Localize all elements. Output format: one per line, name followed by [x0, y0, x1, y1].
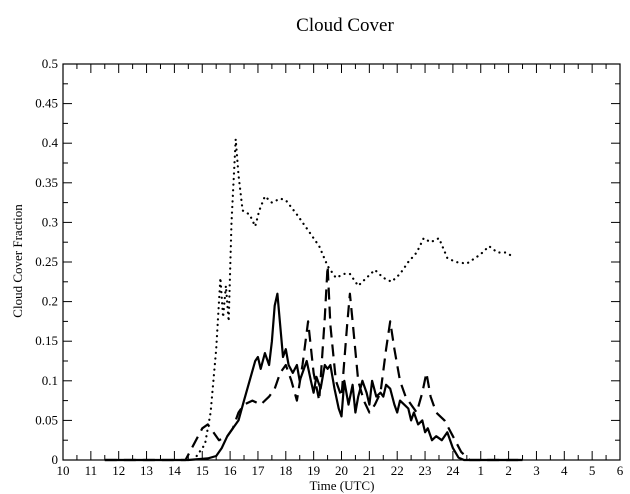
x-tick-label: 1	[478, 463, 485, 478]
y-tick-label: 0.05	[35, 412, 58, 427]
x-tick-label: 21	[363, 463, 376, 478]
y-tick-label: 0.25	[35, 254, 58, 269]
x-tick-label: 2	[505, 463, 512, 478]
x-tick-label: 19	[307, 463, 320, 478]
axis-ticks	[62, 63, 621, 461]
x-tick-label: 24	[446, 463, 460, 478]
x-tick-label: 12	[112, 463, 125, 478]
x-tick-label: 18	[279, 463, 292, 478]
y-tick-label: 0.35	[35, 175, 58, 190]
x-tick-label: 23	[419, 463, 432, 478]
series-line-dotted	[195, 138, 513, 458]
y-tick-label: 0.4	[42, 135, 59, 150]
y-axis-label: Cloud Cover Fraction	[10, 204, 25, 318]
x-tick-label: 5	[589, 463, 596, 478]
x-tick-label: 16	[224, 463, 238, 478]
y-tick-label: 0.45	[35, 96, 58, 111]
plot-series	[104, 138, 523, 462]
x-tick-label: 14	[168, 463, 182, 478]
x-tick-label: 20	[335, 463, 348, 478]
x-tick-label: 4	[561, 463, 568, 478]
y-tick-label: 0.5	[42, 56, 58, 71]
tick-labels: 10 11 12 13 14 15 16 17 18 19 20 21 22 23 24 1 2 3 4 5 600.0…	[35, 56, 624, 478]
plot-frame	[62, 63, 621, 461]
x-tick-label: 6	[617, 463, 624, 478]
chart-title: Cloud Cover	[296, 15, 394, 36]
series-line-solid	[104, 292, 523, 462]
series-line-dashed	[104, 264, 523, 462]
y-tick-label: 0.15	[35, 333, 58, 348]
x-tick-label: 22	[391, 463, 404, 478]
y-tick-label: 0.1	[42, 373, 58, 388]
x-tick-label: 13	[140, 463, 153, 478]
x-tick-label: 10	[57, 463, 70, 478]
y-tick-label: 0	[52, 452, 59, 467]
x-axis-label: Time (UTC)	[310, 478, 375, 493]
x-tick-label: 3	[533, 463, 540, 478]
x-tick-label: 15	[196, 463, 209, 478]
y-tick-label: 0.2	[42, 294, 58, 309]
x-tick-label: 17	[251, 463, 265, 478]
y-tick-label: 0.3	[42, 214, 58, 229]
x-tick-label: 11	[85, 463, 98, 478]
